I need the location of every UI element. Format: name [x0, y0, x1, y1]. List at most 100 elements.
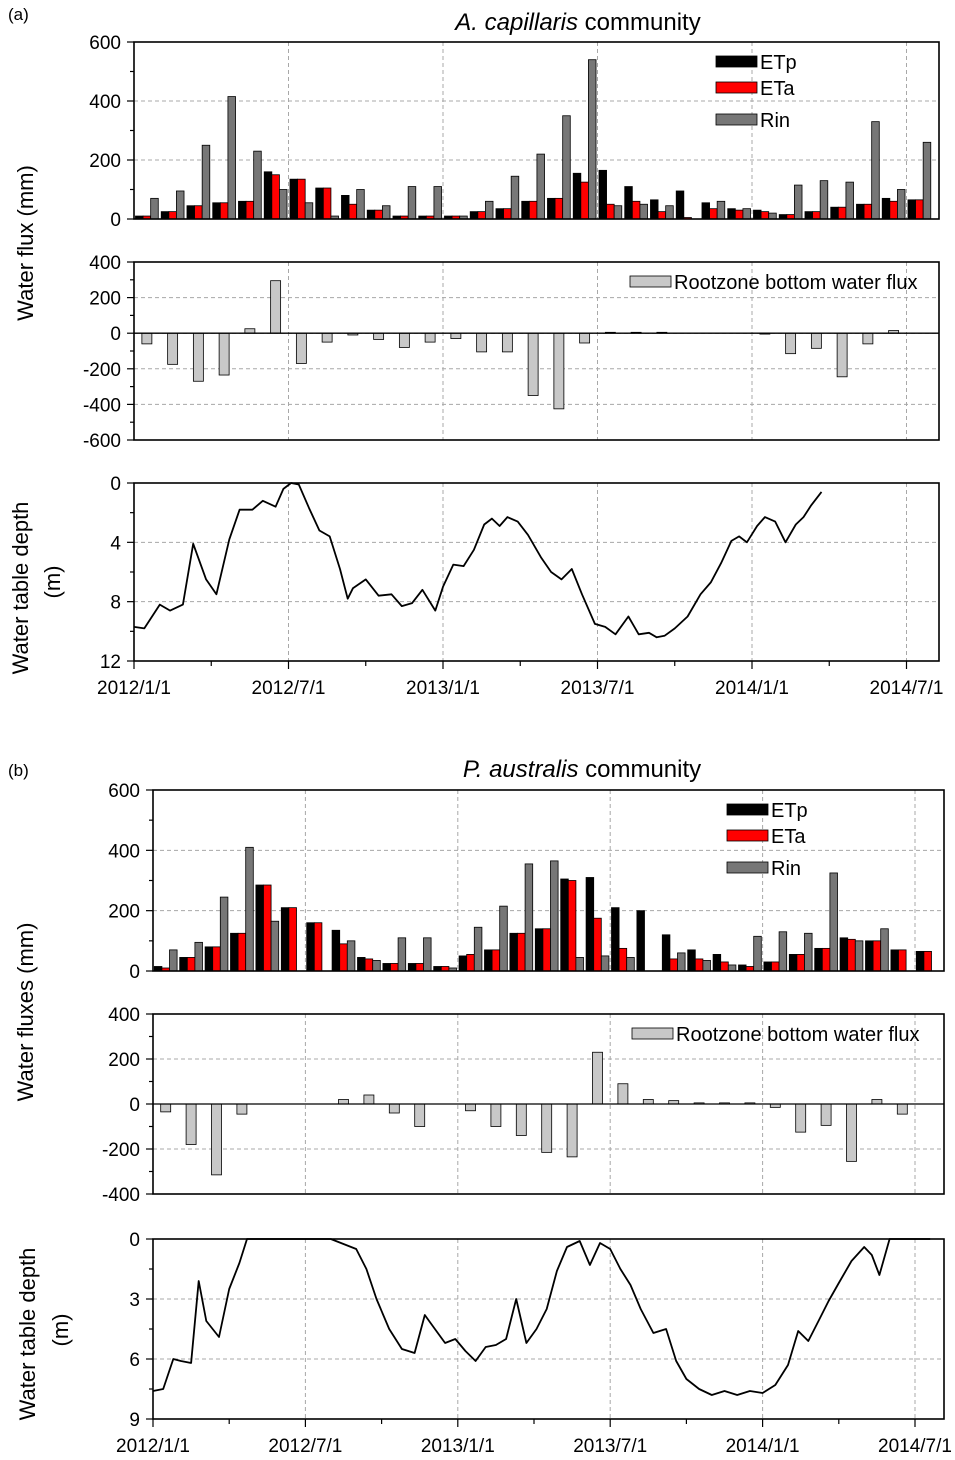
legend-swatch [715, 81, 758, 94]
bar-rootzone-bottom-water-flux [363, 1094, 375, 1105]
bar-etp [881, 197, 891, 220]
bar-eta [466, 954, 475, 972]
bar-rin [804, 932, 813, 972]
bar-rin [897, 189, 906, 220]
bar-etp [572, 172, 582, 220]
bar-eta [374, 209, 383, 220]
bar-rin [716, 200, 726, 220]
bar-rootzone-bottom-water-flux [398, 332, 410, 348]
bar-rootzone-bottom-water-flux [211, 1103, 222, 1176]
bar-etp [407, 963, 417, 972]
legend-label: Rin [771, 858, 801, 880]
legend-swatch [726, 829, 769, 842]
bar-rin [407, 186, 417, 220]
bar-eta [669, 958, 678, 972]
bar-rootzone-bottom-water-flux [541, 1103, 553, 1153]
bar-rootzone-bottom-water-flux [501, 332, 513, 353]
bar-rootzone-bottom-water-flux [617, 1083, 629, 1105]
bar-rootzone-bottom-water-flux [218, 332, 230, 376]
bar-etp [366, 209, 376, 220]
panel-a-depth: 0 4 8 12 2012/1/1 2012/7/1 2013/1/1 2013/7/1 201… [97, 474, 943, 699]
legend-label: Rin [760, 110, 790, 132]
bar-eta [528, 200, 538, 220]
bar-rootzone-bottom-water-flux [579, 332, 591, 344]
bar-etp [160, 211, 170, 220]
bar-eta [491, 949, 501, 972]
bar-rootzone-bottom-water-flux [476, 332, 488, 353]
panel-b-flux: 600 400 200 0 ETp ETa Rin [108, 781, 945, 983]
bar-eta [720, 961, 729, 972]
bar-rin [829, 872, 838, 972]
bar-etp [585, 877, 595, 972]
bar-etp [289, 178, 298, 220]
legend-swatch [726, 861, 769, 874]
bar-rootzone-bottom-water-flux [373, 332, 385, 340]
bar-etp [357, 957, 366, 972]
y-tick-label: 600 [108, 781, 140, 802]
x-tick-label: 2014/7/1 [878, 1436, 952, 1457]
x-tick-label: 2013/7/1 [561, 678, 635, 699]
water-table-depth-line [152, 1238, 931, 1396]
bar-etp [495, 208, 504, 220]
bar-etp [509, 932, 518, 972]
plot-frame [133, 41, 940, 220]
bar-eta [477, 211, 486, 220]
bar-etp [839, 937, 849, 972]
bar-rin [613, 205, 623, 220]
x-tick-label: 2013/1/1 [406, 678, 480, 699]
bar-rin [304, 202, 314, 220]
bar-rootzone-bottom-water-flux [795, 1103, 807, 1133]
bar-eta [339, 943, 348, 972]
bar-eta [212, 946, 221, 972]
bar-rin [575, 957, 584, 972]
legend-label: ETp [771, 800, 808, 822]
bar-rin [677, 952, 686, 972]
bar-etp [315, 187, 324, 220]
bar-rootzone-bottom-water-flux [388, 1103, 400, 1114]
bar-rin [270, 920, 280, 972]
bar-rootzone-bottom-water-flux [450, 332, 462, 339]
chart-b-depth-ylabel-line1: Water table depth [15, 1248, 40, 1421]
bar-rin [600, 955, 610, 972]
bar-rin [819, 180, 829, 220]
bar-eta [812, 211, 821, 220]
bar-etp [521, 200, 530, 220]
bar-rin [279, 189, 288, 220]
bar-rin [485, 200, 494, 220]
bar-etp [712, 954, 722, 972]
bar-rootzone-bottom-water-flux [810, 332, 822, 349]
bar-etp [204, 946, 214, 972]
bar-etp [687, 949, 696, 972]
bar-eta [606, 203, 615, 220]
chart-a-title-species: A. capillaris [453, 9, 578, 36]
panel-a-flux: 600 400 200 0 ETp ETa Rin [89, 33, 940, 231]
bar-eta [219, 202, 229, 220]
bar-rootzone-bottom-water-flux [642, 1099, 654, 1105]
bar-etp [382, 963, 391, 972]
bar-etp [814, 947, 823, 972]
plots: 6004002000ETpETaRin4002000-200-400-600Ro… [83, 33, 952, 1457]
y-tick-label: -200 [102, 1140, 140, 1161]
bar-eta [168, 211, 177, 220]
x-tick-label: 2014/1/1 [726, 1436, 800, 1457]
bar-rin [702, 960, 711, 972]
bar-rin [356, 189, 365, 220]
chart-b-ylabel: Water fluxes (mm) [13, 923, 38, 1102]
bar-rin [639, 203, 648, 220]
bar-eta [245, 200, 255, 220]
bar-etp [179, 957, 188, 972]
y-tick-label: 200 [108, 902, 140, 923]
bar-etp [788, 954, 798, 972]
bar-rin [550, 860, 559, 972]
bar-rootzone-bottom-water-flux [465, 1103, 476, 1112]
bar-eta [872, 940, 882, 972]
y-tick-label: 0 [110, 324, 121, 345]
bar-etp [830, 206, 839, 220]
bar-etp [238, 200, 247, 220]
bar-rin [880, 928, 889, 972]
y-tick-label: 0 [129, 1230, 140, 1251]
bar-rin [150, 197, 159, 220]
bar-rootzone-bottom-water-flux [490, 1103, 502, 1127]
y-tick-label: 400 [108, 1005, 140, 1026]
bar-rootzone-bottom-water-flux [270, 280, 282, 334]
